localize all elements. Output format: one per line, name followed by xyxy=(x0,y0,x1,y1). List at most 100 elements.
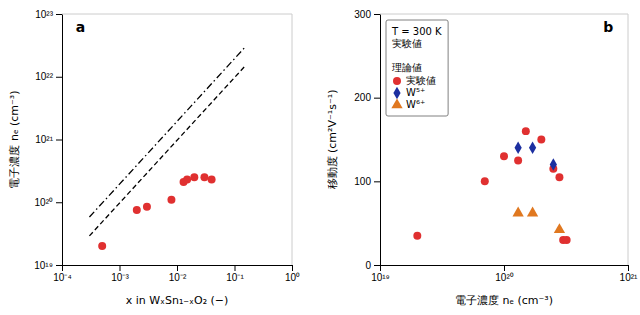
y-axis: 10¹⁹ 10²⁰ 10²¹ 10²² 10²³ xyxy=(34,9,62,271)
scatter-point xyxy=(481,177,489,185)
x-tick-mark xyxy=(120,265,121,271)
scatter-point xyxy=(563,236,571,244)
y-axis: 0 100 200 300 xyxy=(354,9,380,271)
legend-swatch xyxy=(391,98,402,108)
x-axis-line xyxy=(381,266,629,272)
y-tick: 10²⁰ xyxy=(35,197,62,208)
legend: T = 300 K実験値理論値実験値W⁵⁺W⁶⁺ xyxy=(386,20,448,116)
y-tick: 100 xyxy=(354,176,380,187)
scatter-point xyxy=(200,173,208,181)
scatter-point xyxy=(413,232,421,240)
x-tick: 10¹⁹ xyxy=(371,265,390,283)
panel-title: a xyxy=(76,19,85,35)
legend-title-line: T = 300 K xyxy=(391,26,442,37)
y-tick: 10¹⁹ xyxy=(34,260,62,271)
y-tick-mark xyxy=(56,202,62,203)
y-tick-label: 10²¹ xyxy=(35,134,53,145)
x-tick: 10²⁰ xyxy=(495,265,513,283)
x-tick: 10⁻² xyxy=(169,265,187,283)
scatter-point xyxy=(537,136,545,144)
x-tick-label: 10⁻⁴ xyxy=(53,272,71,283)
x-tick-mark xyxy=(292,265,293,271)
y-tick-label: 300 xyxy=(354,9,371,20)
x-tick-label: 10⁻³ xyxy=(111,272,129,283)
plot-frame xyxy=(62,14,292,15)
scatter-point xyxy=(183,176,191,184)
y-axis-title: 移動度 (cm²V⁻¹s⁻¹) xyxy=(326,90,339,190)
y-tick-label: 10²⁰ xyxy=(35,197,53,208)
y-axis-title: 電子濃度 nₑ (cm⁻³) xyxy=(8,90,21,188)
y-tick: 200 xyxy=(354,92,380,103)
x-tick-mark xyxy=(177,265,178,271)
x-axis-title: 電子濃度 nₑ (cm⁻³) xyxy=(455,294,553,307)
panel: 10¹⁹ 10²⁰ 10²¹ 0 100 200 300 電子濃度 nₑ (cm⁻³) 移動度 … xyxy=(326,9,638,307)
y-tick: 10²¹ xyxy=(35,134,62,145)
panel: 10⁻⁴ 10⁻³ 10⁻² 10⁻¹ 10⁰ 10¹⁹ 10²⁰ 10²¹ 10²² 10²³ x… xyxy=(8,9,300,307)
legend-entry: 実験値 xyxy=(406,75,436,86)
y-tick-mark xyxy=(56,14,62,15)
scatter-point xyxy=(98,242,106,250)
x-tick-label: 10²⁰ xyxy=(495,272,513,283)
x-axis: 10¹⁹ 10²⁰ 10²¹ xyxy=(371,265,638,283)
x-axis-title: x in WₓSn₁₋ₓO₂ (−) xyxy=(126,294,229,307)
scatter-point xyxy=(555,173,563,181)
y-tick: 300 xyxy=(354,9,380,20)
y-tick-mark xyxy=(374,265,380,266)
scatter-point xyxy=(143,203,151,211)
scatter-point xyxy=(190,173,198,181)
plot-frame xyxy=(292,14,293,265)
y-tick-mark xyxy=(374,98,380,99)
reference-line xyxy=(89,48,244,217)
y-axis-line xyxy=(374,15,381,266)
x-tick: 10⁻³ xyxy=(111,265,129,283)
y-tick-mark xyxy=(56,140,62,141)
legend-title-line: 実験値 xyxy=(392,38,422,49)
scatter-point xyxy=(515,142,522,154)
x-axis-line xyxy=(63,266,293,272)
legend-entry: W⁵⁺ xyxy=(406,87,425,98)
scatter-point xyxy=(208,176,216,184)
y-tick-label: 0 xyxy=(365,260,371,271)
x-tick-label: 10⁻¹ xyxy=(226,272,244,283)
reference-line xyxy=(89,67,244,236)
y-tick-mark xyxy=(56,265,62,266)
y-tick-label: 200 xyxy=(354,92,371,103)
plot-frame xyxy=(380,14,628,15)
legend-entry: W⁶⁺ xyxy=(406,99,425,110)
scatter-point xyxy=(522,127,530,135)
scatter-point xyxy=(554,223,565,233)
y-axis-line xyxy=(56,15,63,266)
plot-area xyxy=(89,48,244,250)
scatter-point xyxy=(527,207,538,217)
chart-root: 10⁻⁴ 10⁻³ 10⁻² 10⁻¹ 10⁰ 10¹⁹ 10²⁰ 10²¹ 10²² 10²³ x… xyxy=(0,0,640,315)
legend-box xyxy=(386,20,448,116)
y-tick-mark xyxy=(374,181,380,182)
y-tick-label: 10²² xyxy=(35,71,53,82)
plot-area xyxy=(413,127,570,244)
x-tick-mark xyxy=(504,265,505,271)
y-tick-mark xyxy=(374,14,380,15)
panel-title: b xyxy=(603,19,613,35)
legend-swatch xyxy=(393,77,401,85)
scatter-point xyxy=(514,156,522,164)
legend-swatch xyxy=(393,87,400,99)
x-tick-label: 10²¹ xyxy=(620,272,638,283)
scatter-point xyxy=(529,142,536,154)
scatter-point xyxy=(512,207,523,217)
scatter-point xyxy=(167,196,175,204)
x-tick-label: 10⁻² xyxy=(169,272,187,283)
x-tick: 10⁰ xyxy=(285,265,300,283)
legend-title-line: 理論値 xyxy=(392,62,422,73)
x-tick-mark xyxy=(235,265,236,271)
scatter-point xyxy=(500,152,508,160)
x-tick: 10⁻¹ xyxy=(226,265,244,283)
y-tick-label: 10²³ xyxy=(35,9,53,20)
legend-title: T = 300 K実験値理論値 xyxy=(391,26,442,73)
x-tick-label: 10¹⁹ xyxy=(371,272,390,283)
y-tick-mark xyxy=(56,77,62,78)
x-axis: 10⁻⁴ 10⁻³ 10⁻² 10⁻¹ 10⁰ xyxy=(53,265,300,283)
scatter-point xyxy=(550,158,557,170)
x-tick-mark xyxy=(628,265,629,271)
y-tick: 0 xyxy=(365,260,380,271)
x-tick-label: 10⁰ xyxy=(285,272,300,283)
